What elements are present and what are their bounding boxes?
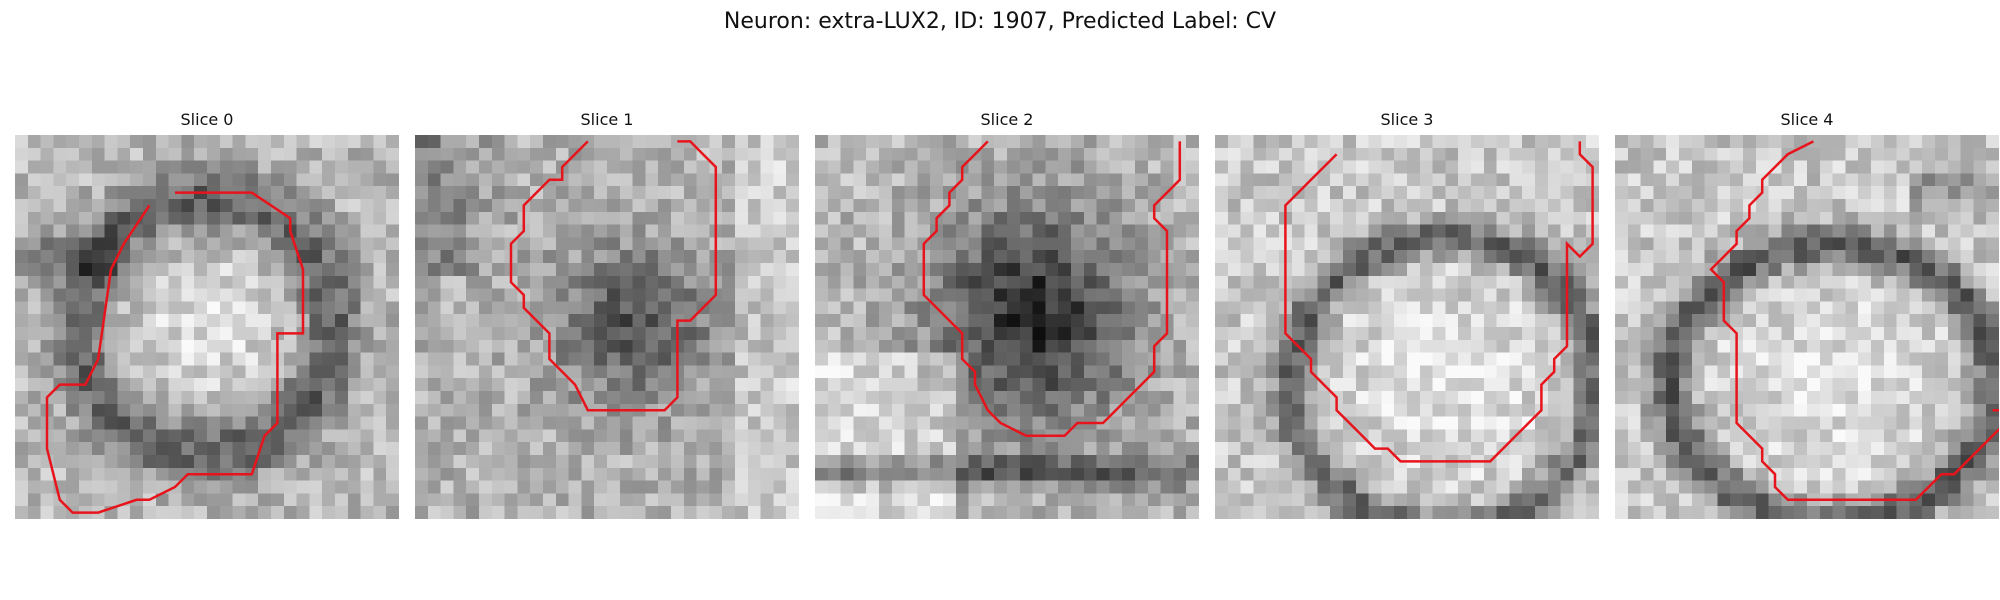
slice-image bbox=[815, 135, 1199, 519]
segmentation-contour bbox=[509, 140, 718, 412]
segmentation-contour bbox=[1709, 140, 1999, 502]
slice-title: Slice 3 bbox=[1380, 110, 1434, 129]
segmentation-contour bbox=[45, 191, 305, 514]
slice-image bbox=[415, 135, 799, 519]
slice-title: Slice 4 bbox=[1780, 110, 1834, 129]
grayscale-pixels bbox=[415, 135, 799, 519]
slice-title: Slice 0 bbox=[180, 110, 234, 129]
slice-title: Slice 2 bbox=[980, 110, 1034, 129]
slice-panel-2: Slice 2 bbox=[815, 110, 1199, 520]
slice-panel-3: Slice 3 bbox=[1215, 110, 1599, 520]
grayscale-pixels bbox=[1615, 135, 1999, 519]
segmentation-contour bbox=[922, 140, 1182, 438]
grayscale-pixels bbox=[815, 135, 1199, 519]
slice-title: Slice 1 bbox=[580, 110, 634, 129]
slice-image bbox=[1615, 135, 1999, 519]
slice-image bbox=[1215, 135, 1599, 519]
grayscale-pixels bbox=[1215, 135, 1599, 519]
segmentation-contour bbox=[1284, 141, 1594, 463]
slice-panel-1: Slice 1 bbox=[415, 110, 799, 520]
slice-image bbox=[15, 135, 399, 519]
figure-title: Neuron: extra-LUX2, ID: 1907, Predicted … bbox=[723, 9, 1277, 34]
grayscale-pixels bbox=[15, 135, 399, 519]
slice-panel-0: Slice 0 bbox=[15, 110, 399, 520]
slice-panel-4: Slice 4 bbox=[1615, 110, 1999, 520]
